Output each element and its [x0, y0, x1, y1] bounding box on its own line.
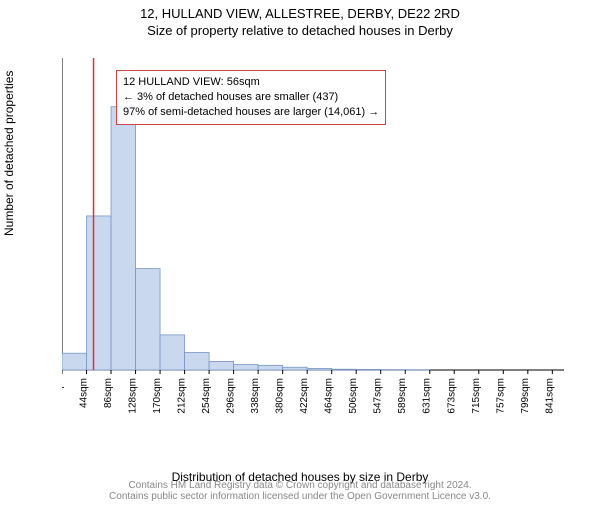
svg-text:547sqm: 547sqm	[373, 378, 384, 414]
svg-text:212sqm: 212sqm	[177, 378, 188, 414]
chart-container: 12, HULLAND VIEW, ALLESTREE, DERBY, DE22…	[0, 6, 600, 506]
annotation-box: 12 HULLAND VIEW: 56sqm ← 3% of detached …	[116, 70, 386, 125]
svg-text:128sqm: 128sqm	[128, 378, 139, 414]
svg-text:673sqm: 673sqm	[446, 378, 457, 414]
annotation-line-1: 12 HULLAND VIEW: 56sqm	[123, 75, 379, 90]
plot-area: 0100020003000400050006000700080002sqm44s…	[62, 58, 570, 418]
footer-line-1: Contains HM Land Registry data © Crown c…	[0, 480, 600, 491]
svg-text:506sqm: 506sqm	[348, 378, 359, 414]
svg-text:2sqm: 2sqm	[62, 378, 65, 402]
footer: Contains HM Land Registry data © Crown c…	[0, 480, 600, 502]
annotation-line-2: ← 3% of detached houses are smaller (437…	[123, 90, 379, 105]
svg-text:44sqm: 44sqm	[79, 378, 90, 408]
svg-text:254sqm: 254sqm	[201, 378, 212, 414]
svg-text:338sqm: 338sqm	[250, 378, 261, 414]
svg-text:170sqm: 170sqm	[152, 378, 163, 414]
svg-text:631sqm: 631sqm	[422, 378, 433, 414]
svg-text:757sqm: 757sqm	[495, 378, 506, 414]
svg-text:799sqm: 799sqm	[520, 378, 531, 414]
svg-text:422sqm: 422sqm	[299, 378, 310, 414]
chart-subtitle: Size of property relative to detached ho…	[0, 23, 600, 38]
svg-text:86sqm: 86sqm	[103, 378, 114, 408]
svg-text:380sqm: 380sqm	[275, 378, 286, 414]
svg-text:464sqm: 464sqm	[324, 378, 335, 414]
svg-text:715sqm: 715sqm	[471, 378, 482, 414]
svg-text:589sqm: 589sqm	[397, 378, 408, 414]
y-axis-label: Number of detached properties	[2, 71, 16, 236]
svg-text:296sqm: 296sqm	[226, 378, 237, 414]
footer-line-2: Contains public sector information licen…	[0, 491, 600, 502]
chart-title: 12, HULLAND VIEW, ALLESTREE, DERBY, DE22…	[0, 6, 600, 21]
annotation-line-3: 97% of semi-detached houses are larger (…	[123, 105, 379, 120]
svg-text:841sqm: 841sqm	[544, 378, 555, 414]
